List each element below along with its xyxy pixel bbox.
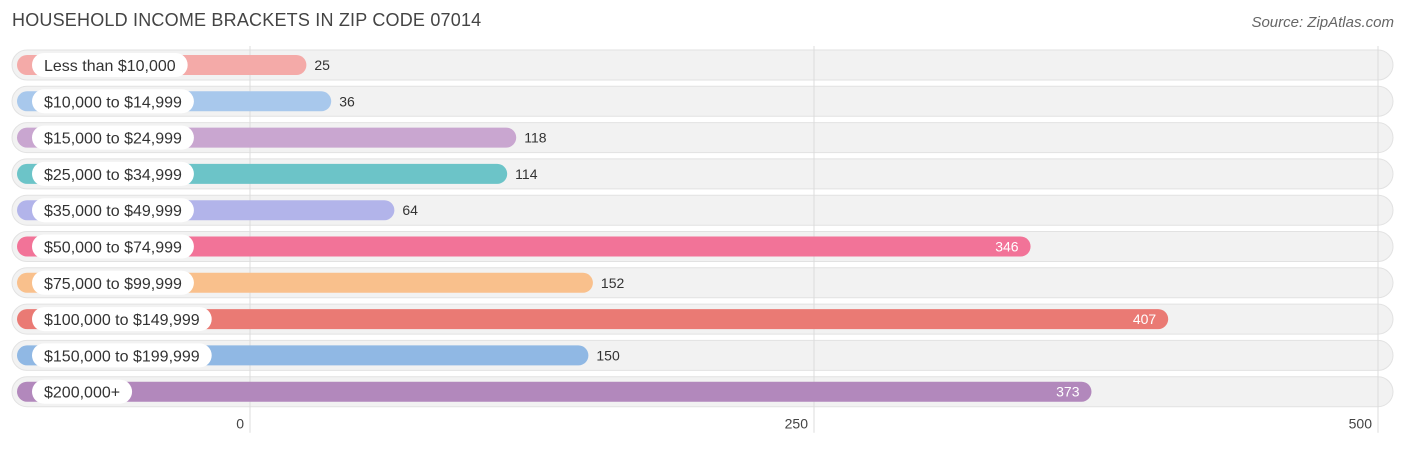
category-label-pill: [32, 161, 194, 186]
value-label: 150: [596, 347, 620, 363]
category-label: $50,000 to $74,999: [44, 240, 182, 257]
value-label: 407: [1133, 311, 1157, 327]
value-label: 373: [1056, 384, 1080, 400]
tick-label: 0: [236, 416, 244, 432]
category-label: $25,000 to $34,999: [44, 167, 182, 184]
value-label: 25: [314, 57, 330, 73]
category-label-pill: [32, 89, 194, 114]
category-label-pill: [32, 270, 194, 295]
category-label: $200,000+: [44, 385, 120, 402]
source-label: Source: ZipAtlas.com: [1251, 14, 1394, 31]
tick-label: 500: [1349, 416, 1373, 432]
category-label: $15,000 to $24,999: [44, 131, 182, 148]
category-label-pill: [32, 198, 194, 223]
category-label: $75,000 to $99,999: [44, 276, 182, 293]
category-label: $150,000 to $199,999: [44, 348, 200, 365]
bar[interactable]: [17, 309, 1169, 330]
tick-label: 250: [785, 416, 809, 432]
category-label-pill: [32, 343, 212, 368]
value-label: 152: [601, 275, 625, 291]
category-label-pill: [32, 307, 212, 332]
value-label: 64: [402, 202, 418, 218]
chart-title: HOUSEHOLD INCOME BRACKETS IN ZIP CODE 07…: [12, 10, 482, 30]
bar[interactable]: [17, 236, 1031, 257]
value-label: 36: [339, 93, 355, 109]
value-label: 114: [515, 166, 538, 182]
value-label: 118: [524, 130, 547, 146]
category-label-pill: [32, 379, 133, 404]
category-label: Less than $10,000: [44, 58, 176, 75]
bar[interactable]: [17, 381, 1092, 402]
category-label-pill: [32, 53, 188, 77]
value-label: 346: [995, 239, 1019, 255]
row-background: [11, 49, 1394, 81]
category-label: $10,000 to $14,999: [44, 94, 182, 111]
category-label: $35,000 to $49,999: [44, 203, 182, 220]
category-label-pill: [32, 125, 194, 150]
category-label-pill: [32, 234, 194, 259]
category-label: $100,000 to $149,999: [44, 312, 200, 329]
row-background: [11, 85, 1394, 117]
